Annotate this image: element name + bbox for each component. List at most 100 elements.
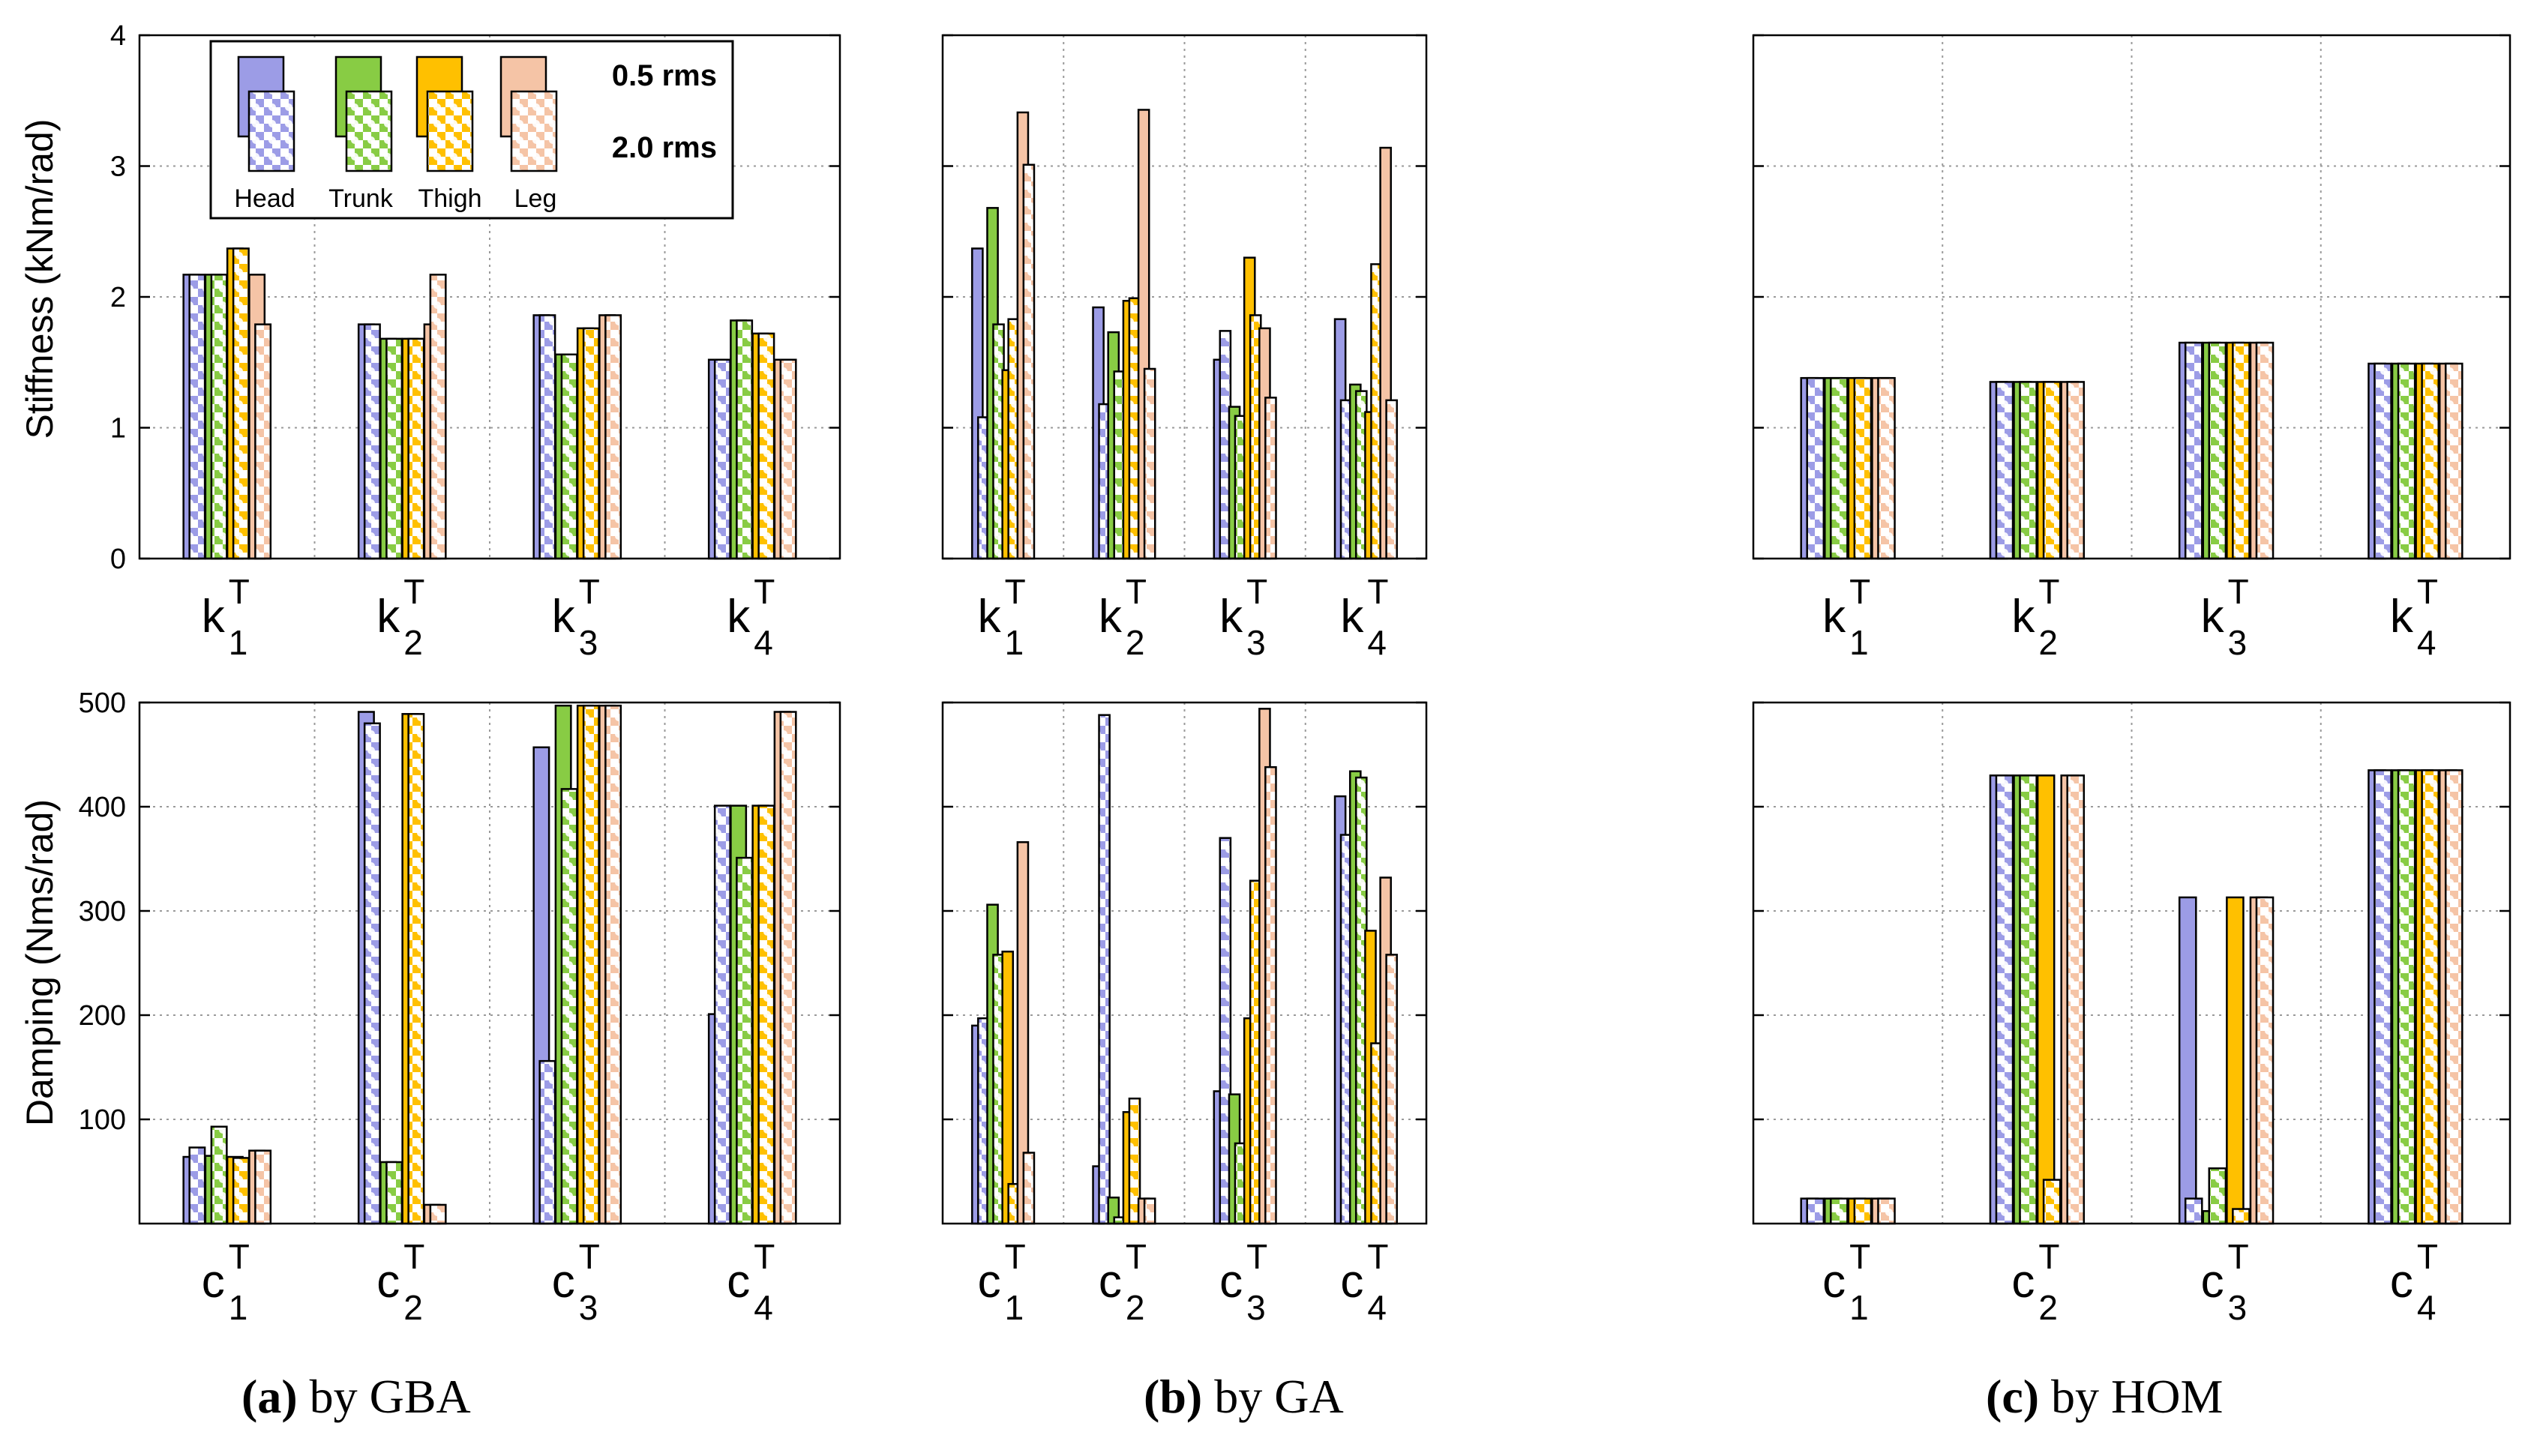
bar-thigh-c1T-rms20 [1853,1197,1873,1225]
category-label-base: k [2201,591,2225,643]
category-label-base: k [376,591,400,643]
bar-trunk-c2T-rms20 [2019,774,2038,1225]
legend-label-leg: Leg [514,184,557,213]
bar-leg-k2T-rms20 [1143,367,1156,560]
category-label-superscript: T [1005,1237,1026,1276]
category-label-base: c [1219,1256,1243,1308]
bar-thigh-k4T-rms20 [2421,362,2440,560]
caption-letter: (a) [241,1370,298,1423]
stiffness-y-tick-label: 2 [110,282,126,313]
bar-thigh-c1T-rms20 [232,1157,250,1225]
bar-leg-c1T-rms20 [254,1149,272,1225]
category-label-subscript: 4 [1367,623,1387,662]
bar-thigh-c4T-rms20 [2421,769,2440,1225]
plot-frame [1752,701,2512,1225]
bar-leg-c3T-rms20 [604,704,622,1225]
category-label-superscript: T [2228,572,2249,611]
bar-trunk-k4T-rms20 [736,319,754,560]
bar-trunk-k2T-rms20 [385,337,403,560]
category-label-superscript: T [579,572,600,611]
category-label-superscript: T [1005,572,1026,611]
caption-letter: (b) [1144,1370,1202,1423]
bar-thigh-k2T-rms20 [2042,381,2062,560]
category-label-subscript: 2 [403,1288,423,1327]
category-label-k4T: k 4 T [1340,572,1388,662]
category-label-subscript: 2 [403,623,423,662]
bar-leg-c1T-rms20 [1877,1197,1896,1225]
category-label-superscript: T [1246,1237,1267,1276]
bar-head-c3T-rms05 [2178,896,2197,1225]
category-label-c4T: c 4 T [2390,1237,2438,1327]
category-label-superscript: T [229,572,250,611]
category-label-c4T: c 4 T [1340,1237,1388,1327]
category-label-subscript: 3 [1246,623,1266,662]
category-label-k4T: k 4 T [727,572,775,662]
bar-leg-c3T-rms20 [1264,765,1277,1225]
bar-head-c2T-rms20 [363,722,381,1225]
bar-head-c1T-rms20 [188,1146,206,1225]
bars [971,708,1398,1225]
caption-1: (a) by GBA [241,1370,471,1423]
bar-trunk-k2T-rms20 [2019,381,2038,560]
stiffness-y-tick-label: 1 [110,413,126,445]
category-label-c4T: c 4 T [727,1237,775,1327]
bar-trunk-c2T-rms20 [385,1161,403,1225]
category-label-k2T: k 2 T [2011,572,2059,662]
category-label-k1T: k 1 T [202,572,250,662]
category-label-k3T: k 3 T [552,572,600,662]
stiffness-y-tick-label: 3 [110,151,126,183]
gridlines [1753,703,2510,1224]
bar-thigh-c1T-rms05 [1001,950,1015,1225]
bar-thigh-k1T-rms20 [232,247,250,560]
category-label-superscript: T [403,572,424,611]
bar-trunk-c4T-rms20 [736,856,754,1225]
category-label-subscript: 1 [1005,623,1024,662]
category-label-base: k [1340,591,1364,643]
bar-thigh-c2T-rms20 [2042,1179,2062,1225]
bar-head-c1T-rms20 [1806,1197,1825,1225]
category-label-base: c [727,1256,750,1308]
category-label-k2T: k 2 T [1099,572,1147,662]
bar-trunk-c4T-rms20 [2397,769,2416,1225]
legend-rms-low-label: 0.5 rms [612,59,717,92]
legend-swatch-head-rms20 [247,90,295,172]
category-label-k2T: k 2 T [376,572,424,662]
legend-swatch-leg-rms20 [510,90,558,172]
bar-leg-c4T-rms20 [779,711,797,1225]
bar-head-k4T-rms20 [2374,362,2392,560]
category-label-base: c [1099,1256,1122,1308]
category-label-k4T: k 4 T [2390,572,2438,662]
stiffness-y-axis-label: Stiffness (kNm/rad) [19,119,61,439]
bar-leg-k4T-rms20 [2444,362,2464,560]
bars [182,247,797,560]
bar-head-k1T-rms20 [188,274,206,560]
category-label-base: k [1219,591,1243,643]
bar-head-k4T-rms20 [713,358,731,560]
category-label-k3T: k 3 T [2201,572,2249,662]
category-label-subscript: 3 [579,623,598,662]
damping-y-tick-label: 500 [79,688,126,719]
bar-trunk-k3T-rms20 [560,353,578,560]
panel-damping-ga: c 1T c 2T c 3T c 4T [941,701,1428,1327]
bar-leg-c2T-rms20 [1143,1197,1156,1225]
category-label-base: c [2201,1256,2224,1308]
category-label-subscript: 4 [1367,1288,1387,1327]
category-label-subscript: 3 [2228,1288,2248,1327]
category-label-base: k [2390,591,2414,643]
captions: (a) by GBA (b) by GA (c) by HOM [241,1370,2223,1423]
bar-thigh-c2T-rms20 [407,713,425,1225]
bar-leg-c2T-rms20 [429,1203,447,1225]
category-label-base: k [1822,591,1846,643]
bar-leg-c1T-rms20 [1022,1152,1036,1225]
panel-stiffness-hom: k 1T k 2T k 3T k 4T [1752,34,2512,662]
category-label-subscript: 2 [2038,1288,2058,1327]
gridlines [139,703,840,1224]
bar-trunk-c3T-rms20 [2208,1167,2227,1225]
category-label-base: c [1340,1256,1363,1308]
bar-leg-c4T-rms20 [2444,769,2464,1225]
bar-trunk-k3T-rms20 [2208,341,2227,560]
bar-thigh-c2T-rms05 [2036,774,2056,1225]
legend-label-trunk: Trunk [328,184,394,213]
